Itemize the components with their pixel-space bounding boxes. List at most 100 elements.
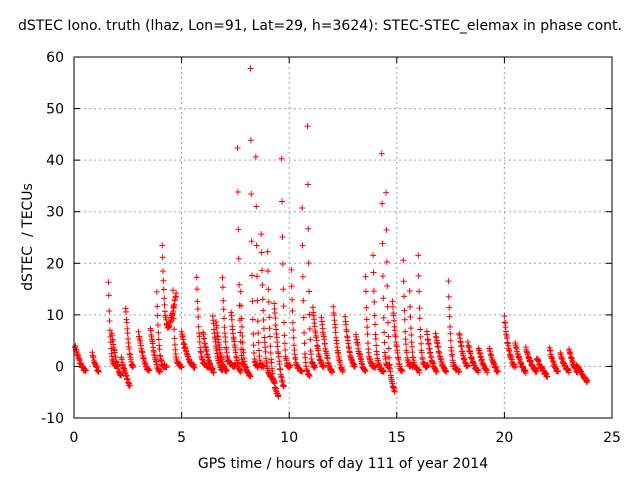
data-point [402, 336, 409, 343]
data-point [259, 267, 266, 274]
data-point [238, 315, 245, 322]
data-point [380, 314, 387, 321]
data-point [260, 307, 267, 314]
data-point [219, 284, 226, 291]
data-point [264, 248, 271, 255]
data-point [313, 337, 320, 344]
data-point [234, 145, 241, 152]
data-point [443, 368, 450, 375]
data-point [417, 333, 424, 340]
data-point [237, 288, 244, 295]
data-point [281, 332, 288, 339]
data-point [280, 303, 287, 310]
data-point [169, 287, 176, 294]
data-point [194, 298, 201, 305]
data-point [306, 373, 313, 380]
data-point [221, 315, 228, 322]
data-point [266, 333, 273, 340]
data-point [391, 317, 398, 324]
data-point [475, 367, 482, 374]
data-point [400, 257, 407, 264]
data-point [584, 377, 591, 384]
data-point [512, 363, 519, 370]
y-axis-label: dSTEC / TECUs [20, 183, 36, 291]
data-point [384, 303, 391, 310]
data-point [255, 339, 262, 346]
data-point [153, 288, 160, 295]
data-point [301, 340, 308, 347]
data-point [379, 200, 386, 207]
data-point [235, 255, 242, 262]
data-point [279, 261, 286, 268]
data-point [282, 347, 289, 354]
data-point [266, 325, 273, 332]
data-point [163, 364, 170, 371]
data-point [254, 318, 261, 325]
data-point [340, 368, 346, 375]
data-point [289, 307, 296, 314]
data-point [300, 297, 307, 304]
data-point [258, 249, 265, 256]
data-point [250, 342, 257, 349]
data-point [288, 266, 295, 273]
data-point [161, 301, 168, 308]
data-point [259, 296, 266, 303]
data-point [565, 369, 572, 376]
data-point [279, 233, 286, 240]
data-point [385, 345, 392, 352]
data-point [416, 288, 423, 295]
data-point [386, 354, 393, 361]
data-point [381, 329, 388, 336]
data-point [196, 333, 203, 340]
data-point [555, 368, 562, 375]
data-point [389, 303, 396, 310]
data-point [106, 308, 113, 315]
data-point [383, 189, 390, 196]
data-point [362, 367, 369, 374]
data-point [238, 302, 245, 309]
data-point [82, 367, 89, 374]
data-point [154, 312, 161, 319]
data-point [300, 314, 307, 321]
data-point [418, 349, 425, 356]
data-point [248, 238, 255, 245]
data-point [160, 268, 167, 275]
data-point [445, 293, 452, 300]
data-point [171, 335, 178, 342]
data-point [379, 273, 386, 280]
data-point [171, 341, 178, 348]
data-point [237, 369, 244, 376]
data-point [237, 329, 244, 336]
data-point [260, 317, 267, 324]
data-point [425, 362, 432, 369]
data-point [220, 297, 227, 304]
data-point [402, 341, 409, 348]
data-point [522, 369, 529, 376]
data-point [272, 314, 279, 321]
data-point [392, 333, 399, 340]
data-point [173, 290, 180, 297]
data-point [130, 362, 137, 369]
data-point [238, 323, 245, 330]
data-point [223, 367, 230, 374]
data-point [409, 343, 416, 350]
data-point [417, 326, 424, 333]
data-point [239, 333, 246, 340]
data-point [170, 302, 177, 309]
data-point [281, 319, 288, 326]
data-point [250, 331, 257, 338]
data-point [312, 364, 319, 371]
data-point [321, 340, 328, 347]
data-point [278, 155, 285, 162]
data-point [160, 277, 167, 284]
data-point [330, 303, 337, 310]
x-tick-label: 15 [388, 430, 406, 446]
data-point [533, 368, 540, 375]
data-point [252, 153, 259, 160]
data-point [445, 278, 452, 285]
data-point [362, 273, 369, 280]
data-point [447, 337, 454, 344]
data-point [236, 281, 243, 288]
y-tick-label: 0 [55, 359, 64, 375]
data-point [265, 286, 272, 293]
